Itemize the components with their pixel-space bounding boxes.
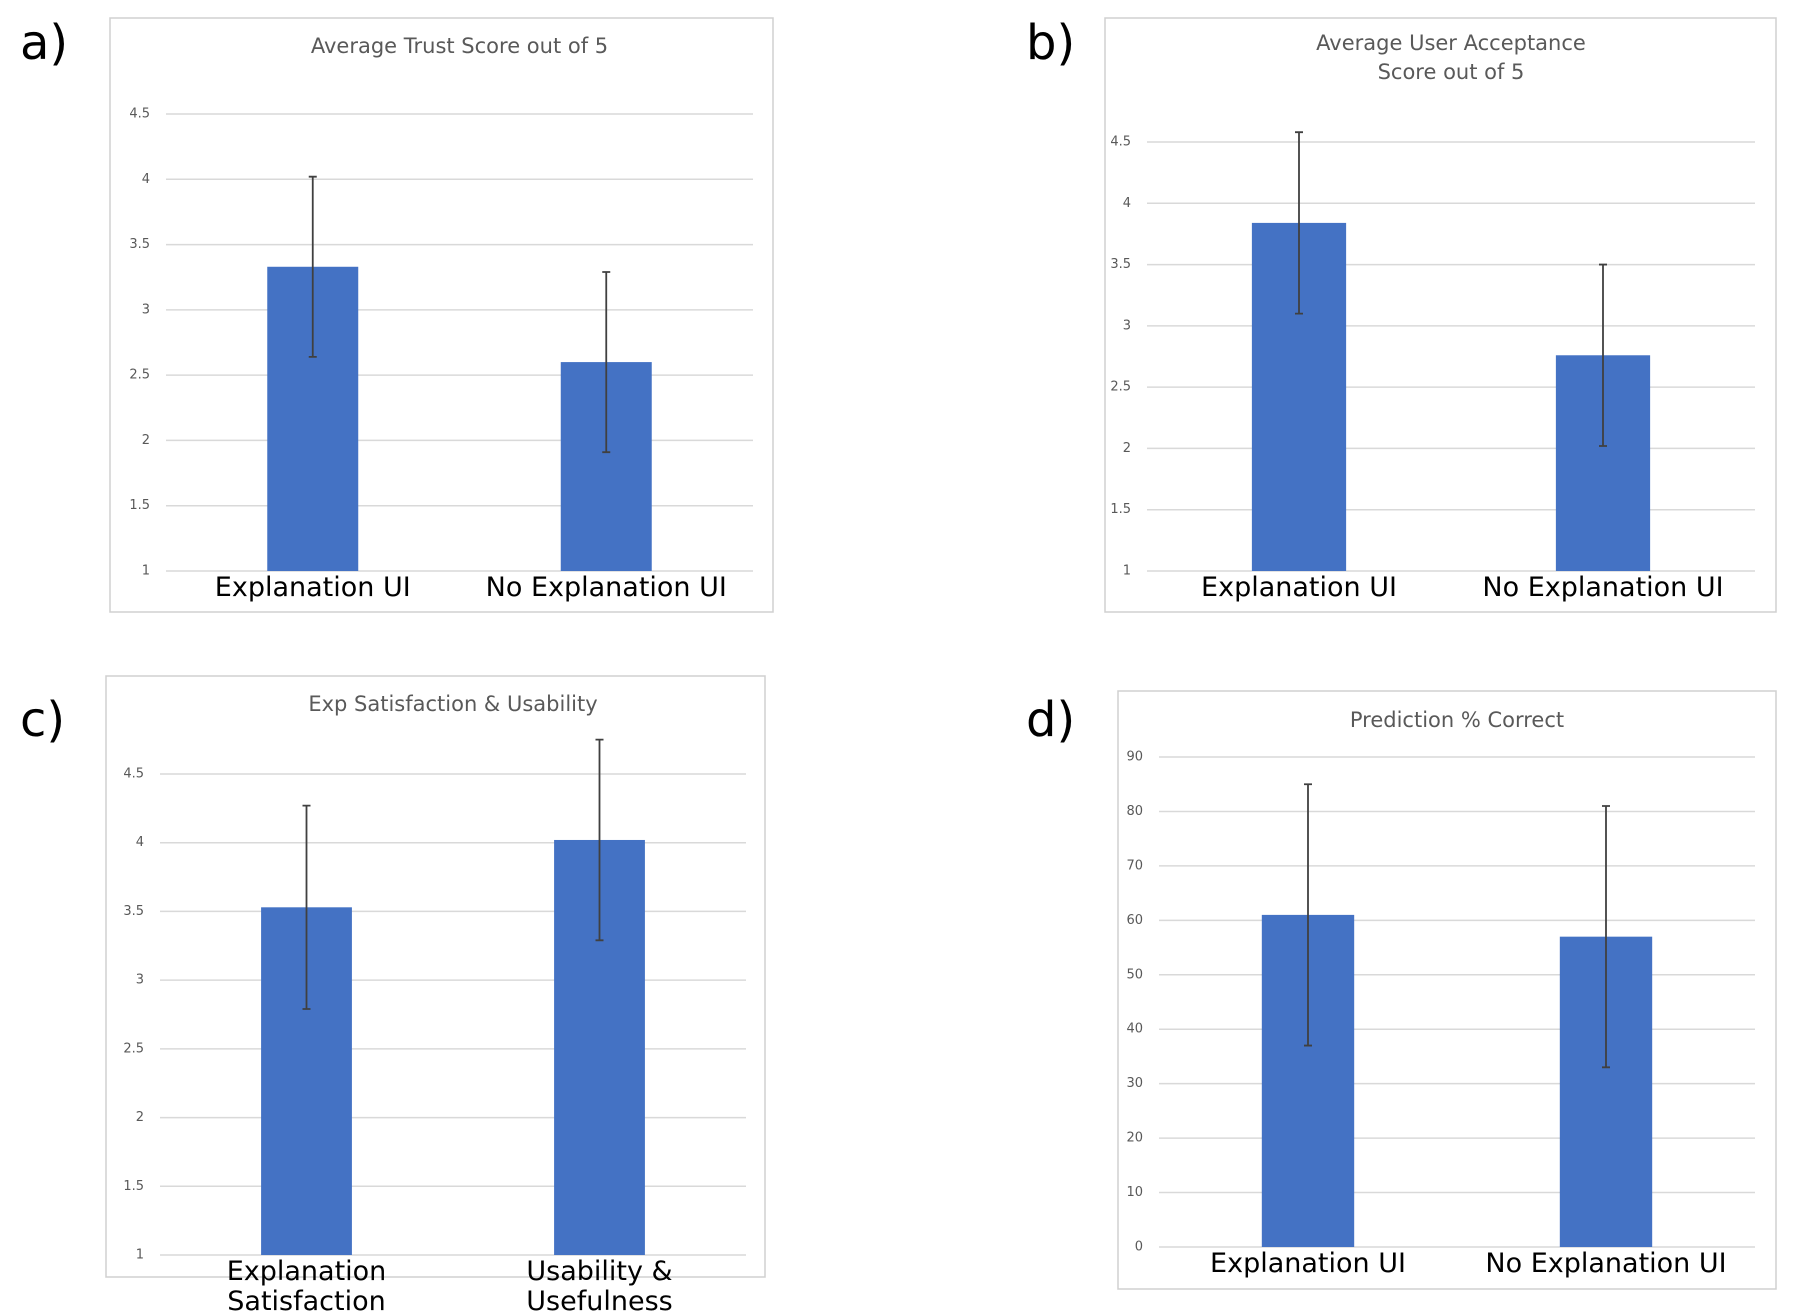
y-tick-label: 60 — [1126, 913, 1143, 928]
y-tick-label: 10 — [1126, 1185, 1143, 1200]
x-tick-label-box: No Explanation UI — [1485, 1249, 1727, 1279]
chart-title-box: Prediction % Correct — [1349, 708, 1565, 732]
chart-title-box: Exp Satisfaction & Usability — [308, 692, 598, 716]
x-tick-label: Usability & Usefulness — [526, 1257, 673, 1314]
x-tick-label-box: Explanation UI — [1201, 573, 1397, 603]
panel-label: c) — [20, 692, 65, 748]
y-tick-label: 1.5 — [1110, 502, 1131, 517]
y-tick-label: 40 — [1126, 1022, 1143, 1037]
x-tick-label-box: Explanation Satisfaction — [226, 1257, 387, 1314]
x-tick-label-box: No Explanation UI — [1482, 573, 1724, 603]
y-tick-label: 2 — [1123, 441, 1131, 456]
y-tick-label: 0 — [1135, 1240, 1143, 1255]
chart-frame — [1117, 690, 1777, 1290]
y-tick-label: 2.5 — [123, 1041, 144, 1056]
y-tick-label: 50 — [1126, 967, 1143, 982]
y-tick-label: 1 — [1123, 564, 1131, 579]
y-tick-label: 4.5 — [1110, 135, 1131, 150]
x-tick-label: No Explanation UI — [485, 573, 727, 603]
chart-title: Average Trust Score out of 5 — [310, 34, 609, 58]
error-bar — [1599, 263, 1607, 447]
y-tick-label: 2.5 — [129, 368, 150, 383]
x-tick-label: No Explanation UI — [1482, 573, 1724, 603]
x-tick-label: Explanation UI — [1210, 1249, 1406, 1279]
y-tick-label: 1.5 — [129, 498, 150, 513]
chart-title: Exp Satisfaction & Usability — [308, 692, 598, 716]
y-tick-label: 3 — [136, 973, 144, 988]
y-tick-label: 2 — [136, 1110, 144, 1125]
y-tick-label: 4 — [136, 835, 144, 850]
y-tick-label: 3.5 — [129, 237, 150, 252]
x-tick-label-box: No Explanation UI — [485, 573, 727, 603]
y-tick-label: 3 — [1123, 318, 1131, 333]
x-tick-label-box: Explanation UI — [214, 573, 411, 603]
error-bar — [1602, 805, 1610, 1069]
panel-label: a) — [20, 15, 68, 71]
x-tick-label-box: Usability & Usefulness — [526, 1257, 673, 1314]
y-tick-label: 3.5 — [123, 904, 144, 919]
chart-frame — [1104, 17, 1777, 613]
y-tick-label: 1.5 — [123, 1179, 144, 1194]
error-bar — [595, 738, 604, 942]
x-tick-label: Explanation UI — [214, 573, 411, 603]
chart-frame — [105, 675, 766, 1278]
error-bar — [308, 175, 317, 358]
x-tick-label: Explanation UI — [1201, 573, 1397, 603]
error-bar — [602, 271, 611, 454]
x-tick-label-box: Explanation UI — [1210, 1249, 1406, 1279]
y-tick-label: 4 — [142, 172, 150, 187]
y-tick-label: 90 — [1126, 750, 1143, 765]
y-tick-label: 70 — [1126, 858, 1143, 873]
error-bar — [302, 804, 311, 1010]
chart-title-box: Average User Acceptance Score out of 5 — [1316, 31, 1586, 84]
x-tick-label: No Explanation UI — [1485, 1249, 1727, 1279]
panel-label: b) — [1026, 15, 1075, 71]
y-tick-label: 4.5 — [123, 767, 144, 782]
chart-title-box: Average Trust Score out of 5 — [310, 34, 609, 58]
y-tick-label: 2.5 — [1110, 380, 1131, 395]
y-tick-label: 4.5 — [129, 107, 150, 122]
chart-title: Average User Acceptance Score out of 5 — [1316, 31, 1586, 84]
chart-title: Prediction % Correct — [1349, 708, 1565, 732]
error-bar — [1304, 783, 1312, 1047]
panel-label: d) — [1026, 692, 1075, 748]
y-tick-label: 1 — [142, 564, 150, 579]
y-tick-label: 80 — [1126, 804, 1143, 819]
y-tick-label: 1 — [136, 1248, 144, 1263]
y-tick-label: 30 — [1126, 1076, 1143, 1091]
y-tick-label: 2 — [142, 433, 150, 448]
y-tick-label: 20 — [1126, 1131, 1143, 1146]
chart-frame — [109, 17, 774, 613]
x-tick-label: Explanation Satisfaction — [226, 1257, 387, 1314]
y-tick-label: 3.5 — [1110, 257, 1131, 272]
error-bar — [1295, 131, 1303, 315]
y-tick-label: 3 — [142, 302, 150, 317]
y-tick-label: 4 — [1123, 196, 1131, 211]
